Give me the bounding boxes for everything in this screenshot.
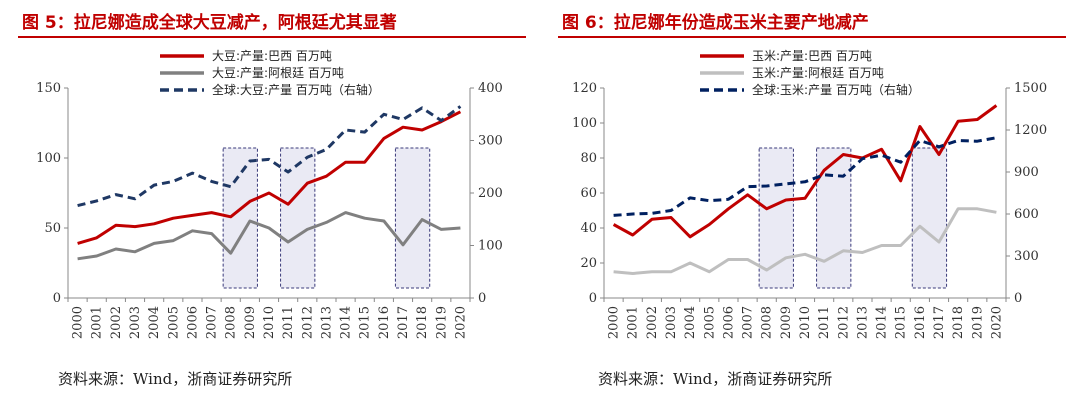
x-tick-label: 2006	[185, 306, 200, 339]
la-nina-shade	[911, 147, 948, 289]
chart-panel-soybean: 图 5：拉尼娜造成全球大豆减产，阿根廷尤其显著 0 50 100 150 0 100 200…	[18, 8, 530, 388]
x-tick-label: 2020	[989, 306, 1004, 339]
x-tick-label: 2018	[951, 306, 966, 339]
la-nina-shade	[280, 147, 316, 289]
x-tick-label: 2010	[262, 306, 277, 339]
x-tick-label: 2009	[243, 306, 258, 339]
x-tick-label: 2014	[339, 306, 354, 339]
y-tick-label-left: 0	[53, 291, 61, 306]
y-tick-label-right: 300	[478, 134, 503, 149]
y-tick-label-left: 0	[589, 291, 597, 306]
x-tick-label: 2017	[396, 306, 411, 339]
x-tick-label: 2000	[607, 306, 622, 339]
chart-panel-corn: 图 6：拉尼娜年份造成玉米主要产地减产 0 20 40 60 80 100 120 0 300 6…	[540, 0, 1080, 400]
x-tick-label: 2016	[913, 306, 928, 339]
x-tick-label: 2001	[626, 306, 641, 339]
chart-title: 图 6：拉尼娜年份造成玉米主要产地减产	[562, 8, 1070, 34]
x-tick-label: 2008	[760, 306, 775, 339]
x-tick-label: 2012	[300, 306, 315, 339]
x-tick-label: 2017	[932, 306, 947, 339]
y-tick-label-right: 900	[1014, 165, 1039, 180]
legend-label: 玉米:产量:阿根廷 百万吨	[752, 66, 884, 80]
figure-label: 图 6：	[562, 13, 614, 33]
source-note: 资料来源：Wind，浙商证券研究所	[58, 370, 293, 388]
la-nina-shade	[394, 147, 431, 289]
title-divider	[558, 36, 1066, 38]
x-tick-label: 2009	[779, 306, 794, 339]
x-tick-label: 2005	[166, 306, 181, 339]
x-tick-label: 2013	[319, 306, 334, 339]
x-tick-label: 2005	[702, 306, 717, 339]
x-tick-label: 2014	[875, 306, 890, 339]
figure-title: 拉尼娜造成全球大豆减产，阿根廷尤其显著	[73, 13, 397, 33]
legend-label: 全球:玉米:产量 百万吨（右轴）	[752, 82, 920, 97]
x-tick-label: 2019	[970, 306, 985, 339]
x-tick-label: 2006	[721, 306, 736, 339]
x-tick-label: 2003	[664, 306, 679, 339]
x-tick-label: 2003	[128, 306, 143, 339]
x-tick-label: 2010	[798, 306, 813, 339]
legend-label: 玉米:产量:巴西 百万吨	[752, 49, 872, 63]
y-tick-label-right: 1200	[1014, 123, 1047, 138]
y-tick-label-right: 100	[478, 239, 503, 254]
x-tick-label: 2020	[453, 306, 468, 339]
x-tick-label: 2000	[71, 306, 86, 339]
chart-title: 图 5：拉尼娜造成全球大豆减产，阿根廷尤其显著	[22, 8, 530, 34]
source-note: 资料来源：Wind，浙商证券研究所	[598, 370, 833, 388]
y-tick-label-left: 100	[36, 151, 61, 166]
x-tick-label: 2007	[205, 306, 220, 339]
la-nina-shade	[816, 147, 852, 289]
x-tick-label: 2002	[645, 306, 660, 339]
soybean-chart: 0 50 100 150 0 100 200 300 400 2000 2001 2002 2003 20…	[36, 49, 503, 339]
legend-label: 大豆:产量:巴西 百万吨	[212, 49, 332, 63]
x-tick-label: 2007	[741, 306, 756, 339]
y-tick-label-left: 120	[572, 81, 597, 96]
x-tick-label: 2004	[147, 306, 162, 339]
x-tick-label: 2015	[358, 306, 373, 339]
x-tick-label: 2019	[434, 306, 449, 339]
y-tick-label-left: 100	[572, 116, 597, 131]
y-tick-label-right: 1500	[1014, 81, 1047, 96]
title-divider	[18, 36, 526, 38]
x-tick-label: 2004	[683, 306, 698, 339]
y-tick-label-left: 40	[580, 221, 597, 236]
legend-label: 大豆:产量:阿根廷 百万吨	[212, 66, 344, 80]
x-tick-label: 2001	[90, 306, 105, 339]
y-tick-label-right: 300	[1014, 249, 1039, 264]
x-tick-label: 2018	[415, 306, 430, 339]
y-tick-label-right: 600	[1014, 207, 1039, 222]
x-tick-label: 2013	[855, 306, 870, 339]
x-tick-label: 2008	[224, 306, 239, 339]
y-tick-label-right: 200	[478, 186, 503, 201]
y-tick-label-right: 0	[478, 291, 486, 306]
x-tick-label: 2015	[894, 306, 909, 339]
y-tick-label-right: 400	[478, 81, 503, 96]
x-tick-label: 2016	[377, 306, 392, 339]
x-tick-label: 2011	[281, 306, 296, 339]
y-tick-label-right: 0	[1014, 291, 1022, 306]
legend-label: 全球:大豆:产量 百万吨（右轴）	[212, 82, 380, 97]
x-tick-label: 2002	[109, 306, 124, 339]
y-tick-label-left: 20	[580, 256, 597, 271]
y-tick-label-left: 80	[580, 151, 597, 166]
x-tick-label: 2012	[836, 306, 851, 339]
x-tick-label: 2011	[817, 306, 832, 339]
y-tick-label-left: 60	[580, 186, 597, 201]
y-tick-label-left: 50	[44, 221, 61, 236]
la-nina-shade	[222, 147, 258, 289]
y-tick-label-left: 150	[36, 81, 61, 96]
figure-title: 拉尼娜年份造成玉米主要产地减产	[613, 13, 869, 33]
figure-label: 图 5：	[22, 13, 74, 33]
